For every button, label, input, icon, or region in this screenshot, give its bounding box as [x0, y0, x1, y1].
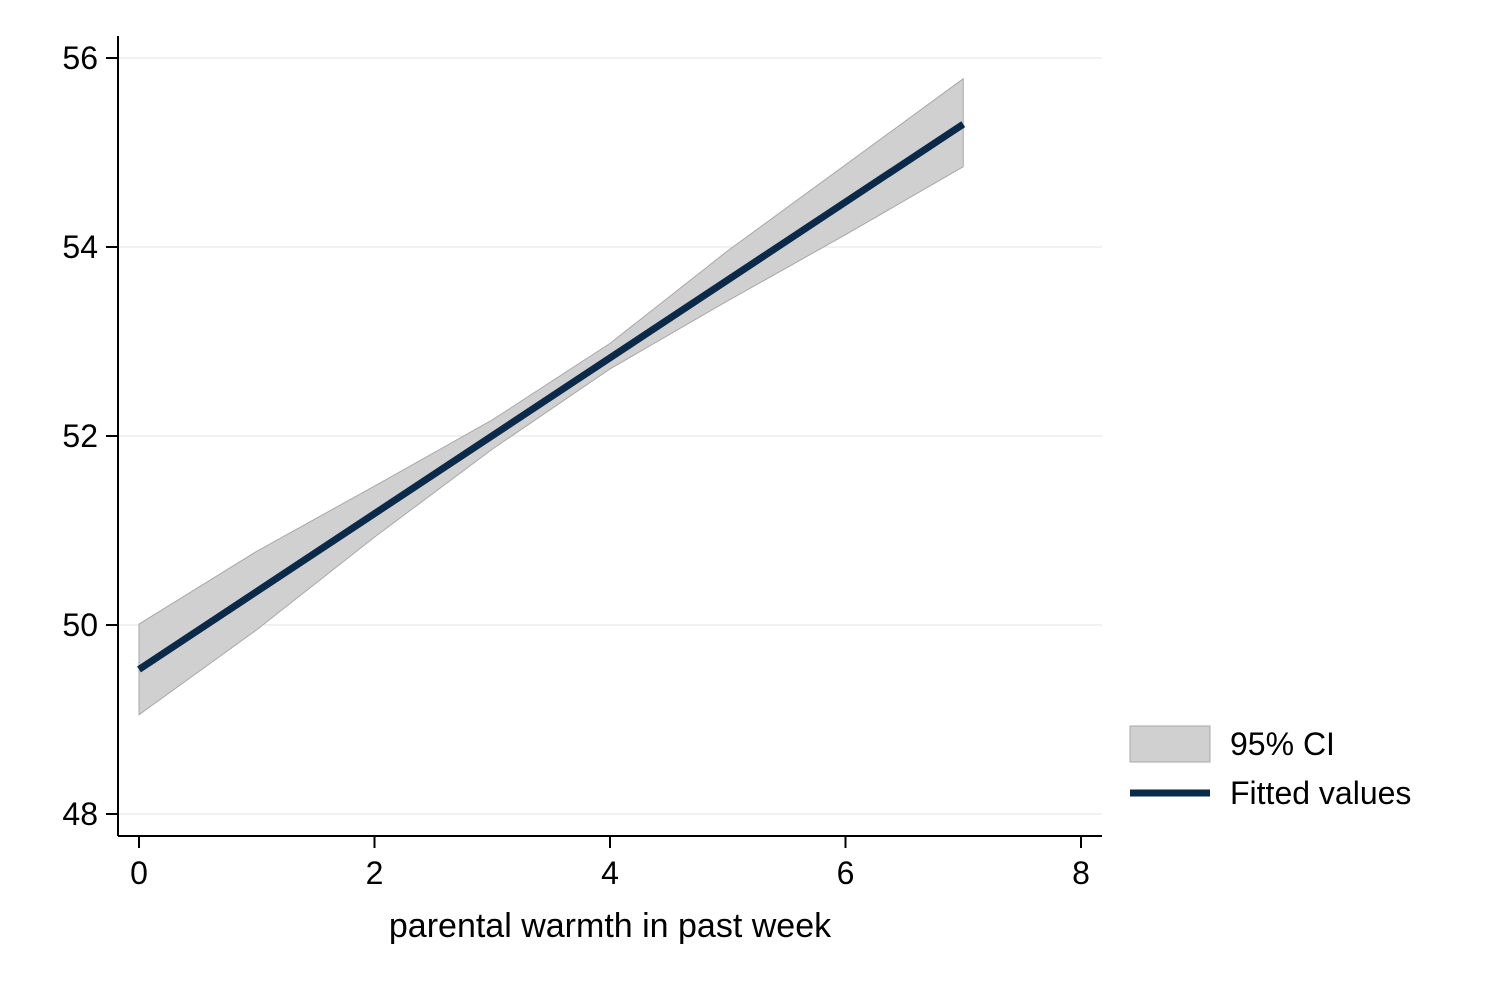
y-tick-label: 56: [62, 40, 98, 76]
gridlines: [118, 57, 1102, 815]
legend-label: 95% CI: [1230, 726, 1335, 762]
legend: 95% CI Fitted values: [1129, 725, 1411, 811]
legend-swatch-ci: [1129, 725, 1211, 763]
x-tick-label: 4: [601, 855, 619, 891]
tick-labels: 48 50 52 54 56 0 2 4 6 8: [62, 40, 1089, 891]
x-tick-label: 2: [366, 855, 384, 891]
x-axis-title: parental warmth in past week: [389, 907, 832, 945]
fitted-line: [137, 121, 966, 673]
y-tick-label: 48: [62, 796, 98, 832]
y-tick-label: 50: [62, 607, 98, 643]
x-tick-label: 6: [837, 855, 855, 891]
x-tick-label: 0: [130, 855, 148, 891]
fitted-line-layer: [137, 121, 966, 673]
legend-label: Fitted values: [1230, 775, 1411, 811]
axes: [106, 36, 1102, 848]
y-tick-label: 54: [62, 229, 98, 265]
y-tick-label: 52: [62, 418, 98, 454]
x-tick-label: 8: [1072, 855, 1090, 891]
